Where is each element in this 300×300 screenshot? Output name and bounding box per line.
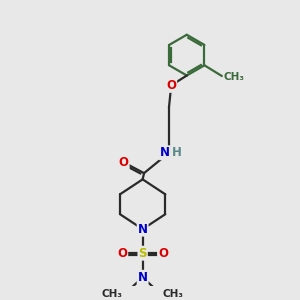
Text: S: S [138,247,147,260]
Text: O: O [119,156,129,169]
Text: O: O [166,79,176,92]
Text: CH₃: CH₃ [224,73,244,82]
Text: N: N [138,223,148,236]
Text: CH₃: CH₃ [163,289,184,299]
Text: N: N [160,146,170,159]
Text: CH₃: CH₃ [102,289,123,299]
Text: O: O [117,247,127,260]
Text: N: N [138,271,148,284]
Text: O: O [158,247,168,260]
Text: H: H [172,146,182,159]
